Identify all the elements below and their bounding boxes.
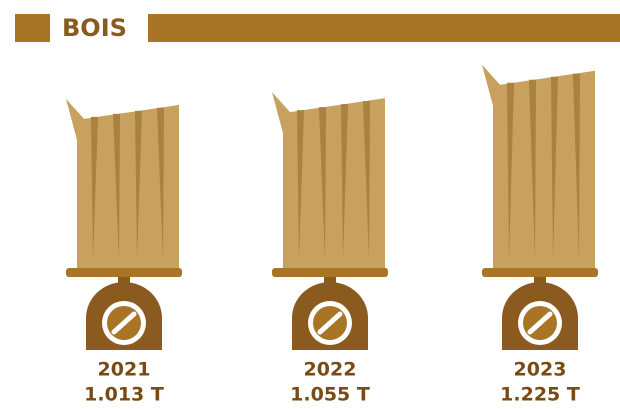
bag-stripe (551, 76, 558, 261)
scale-needle (317, 311, 343, 335)
bag-stripe (529, 79, 536, 261)
chart-title: BOIS (62, 14, 127, 42)
value-label: 1.055 T (290, 384, 370, 406)
header-block (15, 14, 50, 42)
header-bar (148, 14, 620, 42)
scale-needle (111, 311, 137, 335)
scale-needle (527, 311, 553, 335)
category-label: 2021 (98, 359, 151, 381)
value-label: 1.225 T (500, 384, 580, 406)
category-label: 2022 (304, 359, 357, 381)
scale-tray (482, 268, 598, 277)
bag-stripe (363, 101, 370, 261)
bag-stripe (113, 113, 120, 260)
bag-stripe (507, 82, 514, 261)
bag-stripe (297, 110, 304, 261)
category-label: 2023 (514, 359, 567, 381)
bag-stripe (341, 104, 348, 261)
scale-tray (272, 268, 388, 277)
value-label: 1.013 T (84, 384, 164, 406)
bag-stripe (157, 107, 164, 260)
scale-tray (66, 268, 182, 277)
bag-stripe (573, 73, 580, 261)
bag-stripe (135, 110, 142, 260)
bag-stripe (319, 107, 326, 261)
bag-stripe (91, 116, 98, 260)
